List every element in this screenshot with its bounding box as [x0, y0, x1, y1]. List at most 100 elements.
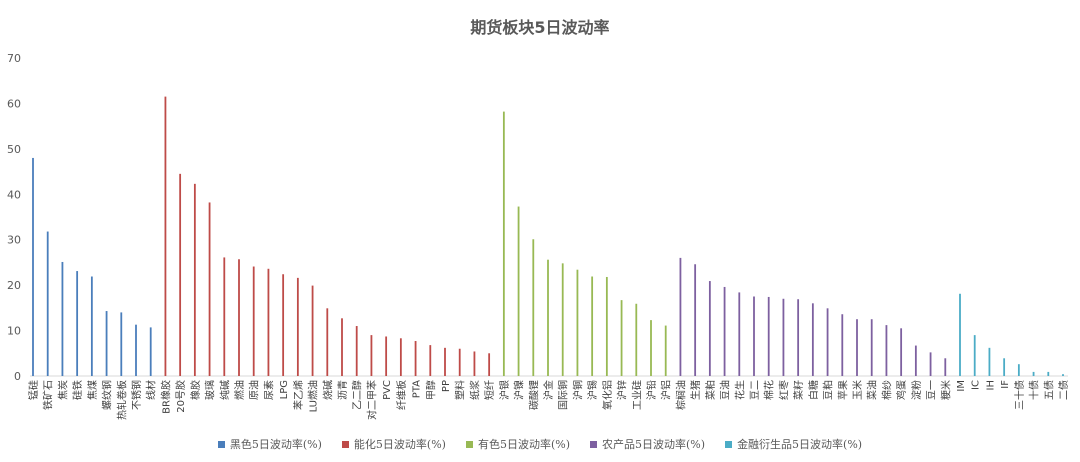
bar: [1017, 364, 1020, 376]
bar: [311, 285, 314, 376]
bar: [944, 358, 947, 376]
x-tick-label: 十债: [1028, 380, 1041, 400]
x-tick-label: 沪锌: [616, 380, 629, 400]
x-tick-label: PTA: [412, 380, 423, 398]
bar: [679, 257, 682, 376]
x-tick-label: 沪锡: [586, 380, 599, 400]
bar: [988, 347, 991, 376]
bar: [90, 276, 93, 376]
bar: [61, 261, 64, 376]
legend-item: 农产品5日波动率(%): [590, 436, 705, 452]
x-tick-label: IH: [985, 380, 996, 390]
x-tick-label: 三十债: [1013, 380, 1026, 410]
bars: [32, 96, 1064, 377]
x-tick-label: 甲醇: [424, 380, 437, 400]
bar: [458, 348, 461, 376]
x-tick-label: 二债: [1057, 380, 1070, 400]
y-tick-label: 50: [7, 143, 21, 156]
legend-swatch: [217, 440, 225, 448]
x-tick-label: 国际铜: [558, 380, 570, 410]
x-tick-label: 沪铜: [571, 380, 584, 400]
bar: [164, 96, 167, 377]
y-tick-label: 60: [7, 97, 21, 110]
x-tick-label: 沥青: [336, 380, 349, 400]
x-tick-label: 沪金: [542, 380, 555, 400]
x-tick-label: 塑料: [454, 380, 467, 400]
x-tick-label: 碳酸锂: [527, 380, 540, 410]
x-tick-label: 纸浆: [468, 380, 481, 400]
bar: [532, 239, 535, 376]
x-tick-label: 焦炭: [56, 380, 69, 400]
x-tick-label: 豆一: [926, 380, 938, 400]
x-tick-label: 棉纱: [880, 380, 893, 400]
x-tick-label: 沪银: [498, 380, 511, 400]
legend-swatch: [725, 440, 733, 448]
x-tick-label: LPG: [279, 380, 290, 399]
bar: [664, 325, 667, 376]
legend-item: 能化5日波动率(%): [341, 436, 446, 452]
bar: [238, 259, 240, 376]
bar: [326, 308, 329, 376]
bar: [547, 259, 549, 376]
bar: [973, 335, 976, 376]
bar: [502, 111, 505, 377]
x-tick-label: 沪铅: [645, 380, 658, 400]
x-tick-label: 白糖: [807, 380, 820, 400]
x-tick-label: 粳米: [939, 380, 952, 400]
x-axis-labels: 锰硅 铁矿石 焦炭 硅铁 焦煤 螺纹钢 热轧卷板 不锈钢 线材 BR橡胶 20号胶 橡胶 玻璃 纯碱 燃油原…: [27, 380, 1070, 420]
x-tick-label: 硅铁: [71, 380, 84, 400]
x-tick-label: 沪镍: [513, 380, 526, 400]
x-tick-label: 纯碱: [218, 380, 231, 400]
x-tick-label: 菜粕: [704, 380, 717, 400]
legend-item: 有色5日波动率(%): [465, 436, 571, 452]
x-tick-label: 对二甲苯: [365, 380, 378, 420]
x-tick-label: 20号胶: [174, 380, 187, 413]
bar: [193, 183, 196, 376]
x-tick-label: 铁矿石: [42, 380, 55, 410]
bar: [782, 298, 785, 376]
bar: [76, 271, 79, 376]
x-tick-label: 淀粉: [910, 380, 923, 400]
x-tick-label: 沪铝: [660, 380, 673, 400]
x-tick-label: 纤维板: [395, 380, 408, 410]
bar: [826, 308, 829, 376]
bar: [605, 276, 608, 376]
x-tick-label: 菜油: [866, 380, 879, 400]
x-tick-label: 菜籽: [793, 380, 805, 400]
x-tick-label: IC: [971, 380, 982, 390]
x-tick-label: 五债: [1042, 380, 1055, 400]
x-tick-label: IF: [1000, 380, 1011, 389]
bar: [767, 296, 770, 376]
legend-label: 黑色5日波动率(%): [229, 438, 322, 451]
bar: [135, 324, 137, 376]
chart-title: 期货板块5日波动率: [470, 18, 610, 37]
legend-label: 农产品5日波动率(%): [602, 438, 706, 451]
bar: [267, 268, 270, 376]
x-tick-label: 玉米: [851, 380, 864, 400]
bar: [399, 338, 402, 376]
bar: [120, 312, 123, 376]
bar: [105, 311, 108, 376]
x-tick-label: 乙二醇: [351, 380, 364, 410]
x-tick-label: 鸡蛋: [895, 380, 908, 400]
x-tick-label: 焦煤: [86, 380, 99, 400]
bar: [694, 264, 697, 376]
bar: [282, 274, 285, 376]
bar: [473, 351, 476, 376]
legend-label: 有色5日波动率(%): [477, 438, 571, 451]
bar: [914, 345, 917, 376]
x-tick-label: 不锈钢: [130, 380, 143, 410]
bar: [252, 266, 255, 376]
x-tick-label: 豆粕: [822, 380, 835, 400]
x-tick-label: 尿素: [262, 380, 275, 400]
bar: [870, 319, 873, 376]
bar: [444, 347, 446, 376]
bar: [370, 335, 373, 376]
bar: [708, 281, 711, 376]
bar: [32, 157, 34, 376]
bar: [1047, 371, 1050, 376]
bar: [811, 303, 814, 376]
legend-item: 黑色5日波动率(%): [217, 436, 322, 452]
y-tick-label: 30: [7, 234, 21, 247]
bar: [149, 327, 152, 376]
